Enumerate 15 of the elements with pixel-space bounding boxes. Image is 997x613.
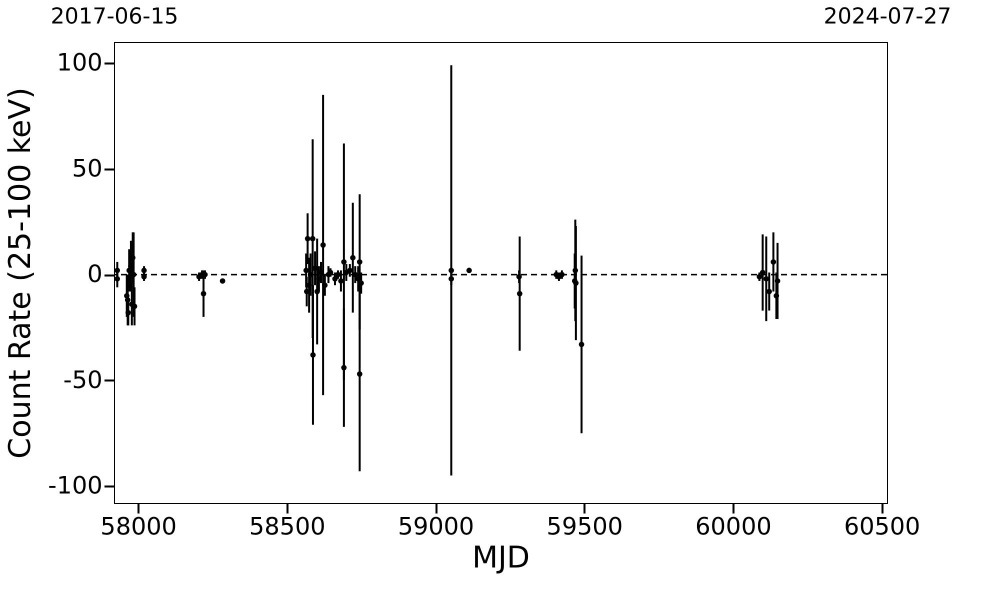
x2-tick-label: 2017-06-15 [50, 4, 178, 30]
y-tick-label: 50 [72, 154, 102, 182]
x-tick-label: 60000 [695, 512, 772, 540]
x-tick-label: 58000 [100, 512, 177, 540]
y-tick-label: 0 [87, 260, 102, 288]
x2-tick-label: 2024-07-27 [824, 4, 952, 30]
y-tick-label: -100 [48, 472, 102, 500]
y-axis-title: Count Rate (25-100 keV) [3, 87, 38, 459]
x-axis-title: MJD [472, 540, 530, 576]
x-tick-label: 59500 [546, 512, 623, 540]
y-tick-label: -50 [63, 366, 102, 394]
x-tick-label: 60500 [844, 512, 920, 540]
y-tick-label: 100 [56, 48, 102, 77]
x-tick-label: 58500 [249, 512, 326, 540]
x-tick-label: 59000 [398, 512, 474, 540]
